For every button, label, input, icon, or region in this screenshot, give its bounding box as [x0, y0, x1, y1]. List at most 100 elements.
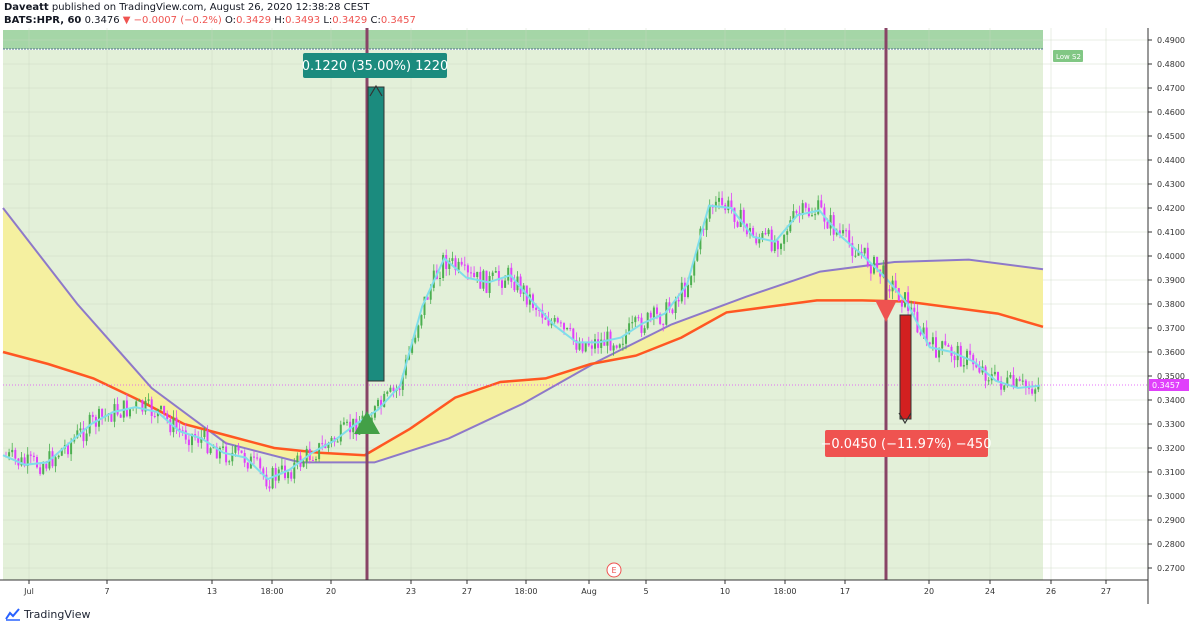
candle-body: [587, 342, 590, 346]
candle-body: [556, 318, 559, 323]
candle-body: [119, 414, 122, 418]
candle-body: [718, 197, 720, 202]
price-change: −0.0007 (−0.2%): [133, 15, 222, 26]
candle-body: [110, 414, 113, 422]
candle-body: [302, 461, 305, 467]
candle-body: [702, 228, 705, 231]
candle-body: [786, 231, 789, 235]
candle-body: [789, 220, 792, 232]
candle-body: [504, 280, 507, 288]
close-label: C:: [370, 15, 381, 26]
candle-body: [54, 457, 57, 467]
earnings-marker[interactable]: E: [606, 562, 622, 578]
candle-body: [631, 322, 634, 324]
tradingview-logo[interactable]: TradingView: [5, 607, 90, 621]
candle-body: [687, 285, 689, 297]
price-tick-label: 0.4400: [1157, 156, 1185, 165]
candle-body: [1015, 378, 1018, 387]
time-axis[interactable]: Jul 7 13 18:00 20 23 27 18:00 Aug 5 10 18:00 17 20 24 2…: [23, 580, 1111, 596]
candle-body: [138, 400, 141, 402]
trade-markers: 0.1220 (35.00%) 1220 −0.0450 (−11.97%) −…: [302, 28, 991, 580]
price-tick-label: 0.4500: [1157, 132, 1185, 141]
candle-body: [135, 401, 138, 408]
candle-body: [817, 200, 820, 215]
candle-body: [612, 345, 615, 351]
candle-body: [39, 467, 42, 474]
candle-body: [888, 289, 891, 292]
candle-body: [197, 437, 200, 443]
candle-body: [721, 197, 724, 205]
time-tick-label: Jul: [23, 587, 34, 596]
candle-body: [268, 486, 271, 489]
candle-body: [237, 446, 240, 451]
candle-body: [178, 428, 181, 431]
candle-body: [674, 299, 677, 313]
candle-body: [597, 339, 600, 348]
candle-body: [411, 342, 414, 353]
candle-body: [36, 457, 38, 468]
candle-body: [11, 449, 14, 453]
candle-body: [919, 332, 922, 335]
candle-body: [581, 342, 584, 352]
candle-body: [439, 278, 441, 279]
candle-body: [169, 419, 172, 433]
price-tick-label: 0.4000: [1157, 252, 1185, 261]
candle-body: [559, 322, 562, 324]
candle-body: [541, 310, 544, 318]
price-tick-label: 0.4300: [1157, 180, 1185, 189]
time-tick-label: Aug: [581, 587, 597, 596]
price-tick-label: 0.4200: [1157, 204, 1185, 213]
candle-body: [755, 236, 758, 244]
author-name[interactable]: Daveatt: [4, 2, 49, 13]
candle-body: [913, 307, 916, 312]
publish-info: published on TradingView.com, August 26,…: [51, 2, 370, 13]
candle-body: [603, 339, 606, 346]
candle-body: [857, 251, 860, 256]
candle-body: [618, 344, 621, 348]
time-tick-label: 20: [924, 587, 934, 596]
candle-body: [311, 460, 314, 461]
candle-body: [708, 205, 711, 219]
tradingview-brand: TradingView: [24, 607, 91, 621]
short-label-box: [825, 430, 988, 457]
price-axis[interactable]: 0.2700 0.2800 0.2900 0.3000 0.3100 0.3200 0.33…: [1148, 36, 1185, 573]
candle-body: [1009, 375, 1012, 378]
candle-body: [429, 287, 432, 300]
time-tick-label: 18:00: [773, 587, 796, 596]
candle-body: [175, 417, 178, 429]
candle-body: [246, 462, 249, 469]
candle-body: [547, 319, 550, 326]
earnings-icon[interactable]: [606, 562, 622, 578]
candle-body: [91, 414, 94, 417]
high-label: H:: [274, 15, 286, 26]
candle-body: [460, 261, 463, 265]
low-value: 0.3429: [332, 15, 368, 26]
candle-body: [578, 342, 581, 350]
candle-body: [209, 448, 212, 454]
candle-body: [894, 280, 897, 289]
candle-body: [609, 331, 612, 351]
candle-body: [814, 214, 817, 216]
candle-body: [851, 243, 854, 256]
publish-line: Daveatt published on TradingView.com, Au…: [4, 2, 369, 13]
price-tick-label: 0.3900: [1157, 276, 1185, 285]
candle-body: [153, 416, 156, 417]
price-tick-label: 0.2900: [1157, 516, 1185, 525]
candle-body: [773, 241, 776, 251]
time-tick-label: 13: [207, 587, 217, 596]
candle-body: [736, 221, 739, 227]
candle-body: [57, 455, 60, 458]
high-value: 0.3493: [285, 15, 321, 26]
candle-body: [463, 264, 466, 266]
candle-body: [448, 260, 451, 269]
candle-body: [42, 463, 45, 474]
candle-body: [714, 201, 717, 208]
candle-body: [476, 271, 479, 277]
candle-body: [454, 258, 457, 271]
candle-body: [29, 454, 32, 456]
candle-body: [656, 307, 658, 314]
candle-body: [497, 271, 500, 281]
pivot-zone: [3, 50, 1043, 580]
price-chart[interactable]: Low S2 0.1220 (35.00%) 1220 −0.0450 (−11…: [0, 0, 1200, 604]
candle-body: [113, 404, 116, 422]
